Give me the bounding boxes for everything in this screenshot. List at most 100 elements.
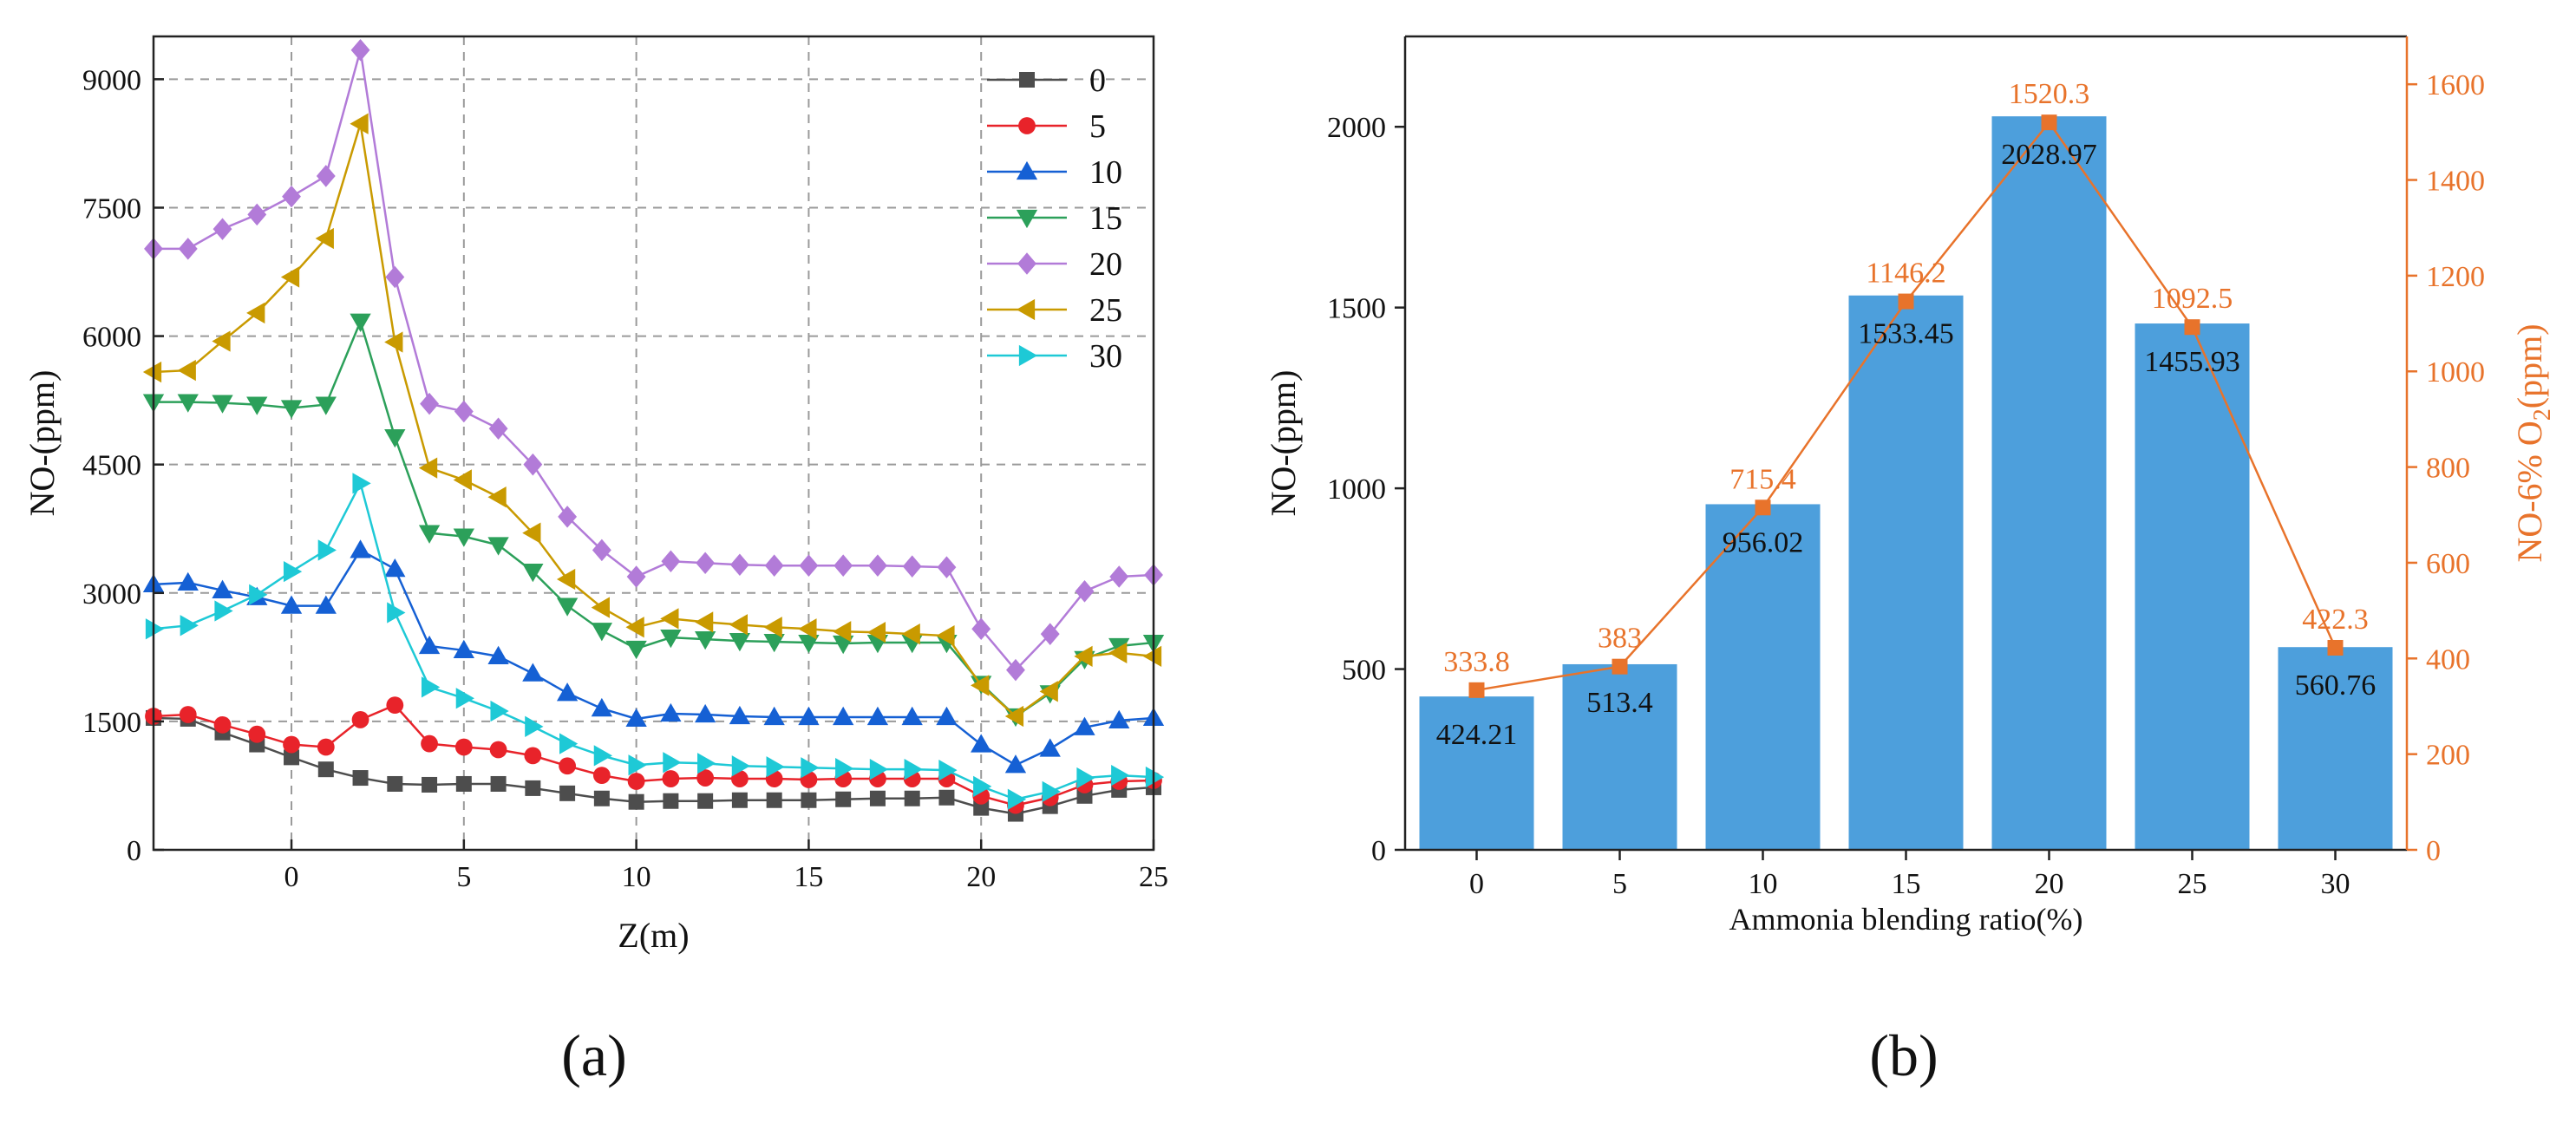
data-point-10 xyxy=(315,595,337,614)
data-point-0 xyxy=(731,792,748,808)
data-point-15 xyxy=(280,400,303,419)
data-point-20 xyxy=(488,417,508,440)
data-point-10 xyxy=(901,706,923,726)
data-point-20 xyxy=(626,565,646,588)
data-point-0 xyxy=(593,790,610,806)
series-line-25 xyxy=(153,123,1154,718)
data-point-30 xyxy=(1111,764,1130,787)
data-point-30 xyxy=(387,602,406,624)
data-point-5 xyxy=(559,757,577,775)
data-point-10 xyxy=(729,705,751,725)
data-point-30 xyxy=(1076,767,1095,789)
bar-value-label: 1533.45 xyxy=(1858,318,1954,350)
legend-label-30: 30 xyxy=(1089,338,1122,375)
data-point-20 xyxy=(316,165,336,187)
data-point-5 xyxy=(386,696,404,715)
y-tick-label: 0 xyxy=(127,835,141,867)
data-point-0 xyxy=(663,793,679,809)
data-point-20 xyxy=(212,218,232,240)
y-tick-label-right: 1400 xyxy=(2426,166,2485,198)
data-point-10 xyxy=(798,706,820,726)
y-tick-label-left: 1500 xyxy=(1327,293,1386,325)
y-tick-label-right: 1200 xyxy=(2426,261,2485,293)
data-point-10 xyxy=(556,682,579,702)
data-point-10 xyxy=(280,595,303,614)
data-point-30 xyxy=(973,775,992,798)
data-point-5 xyxy=(696,769,715,787)
line-value-label: 383 xyxy=(1598,623,1642,655)
series-line-0 xyxy=(153,716,1154,815)
data-point-30 xyxy=(938,760,958,781)
x-tick-label: 25 xyxy=(2178,868,2207,900)
line-point-5 xyxy=(1612,658,1628,675)
bar-15 xyxy=(1848,295,1964,850)
data-point-30 xyxy=(455,688,474,709)
y-tick-label: 1500 xyxy=(82,707,141,739)
data-point-25 xyxy=(280,266,300,288)
data-point-30 xyxy=(352,473,371,494)
bar-value-label: 513.4 xyxy=(1586,687,1653,719)
data-point-30 xyxy=(490,700,509,722)
y-tick-label-right: 1600 xyxy=(2426,69,2485,101)
x-tick-label: 20 xyxy=(2035,868,2064,900)
data-point-20 xyxy=(1040,623,1060,645)
y-tick-label-right: 800 xyxy=(2426,453,2470,485)
series-line-10 xyxy=(153,548,1154,767)
series-line-20 xyxy=(154,49,1154,672)
line-point-0 xyxy=(1468,682,1485,698)
data-point-10 xyxy=(1004,754,1027,774)
x-tick-label: 0 xyxy=(1469,868,1484,900)
data-point-25 xyxy=(660,608,679,630)
data-point-30 xyxy=(628,754,647,776)
data-point-30 xyxy=(697,753,716,774)
bar-10 xyxy=(1705,504,1821,850)
data-point-30 xyxy=(1145,766,1165,788)
data-point-10 xyxy=(522,663,544,682)
data-point-10 xyxy=(591,697,613,717)
data-point-5 xyxy=(524,747,542,765)
data-point-0 xyxy=(869,790,886,806)
data-point-5 xyxy=(454,738,473,756)
data-point-0 xyxy=(352,770,369,787)
data-point-30 xyxy=(214,600,233,622)
data-point-10 xyxy=(384,558,406,578)
y-axis-title-right: NO-6% O2(ppm) xyxy=(2510,323,2556,562)
y-axis-title-right-subscript: 2 xyxy=(2529,408,2556,421)
data-point-10 xyxy=(660,702,682,722)
data-point-30 xyxy=(835,758,854,780)
data-point-15 xyxy=(522,563,544,583)
x-tick-label: 5 xyxy=(456,861,471,893)
legend-marker-0 xyxy=(1019,72,1035,88)
data-point-25 xyxy=(1074,645,1093,668)
x-tick-label: 20 xyxy=(966,861,996,893)
data-point-20 xyxy=(729,553,749,576)
data-point-0 xyxy=(697,793,714,809)
data-point-15 xyxy=(315,396,337,415)
data-point-20 xyxy=(385,265,405,289)
data-point-30 xyxy=(1007,788,1027,810)
bar-0 xyxy=(1419,696,1534,850)
data-point-0 xyxy=(455,775,472,792)
data-point-25 xyxy=(1142,645,1162,668)
data-point-30 xyxy=(283,560,303,583)
data-point-25 xyxy=(177,359,196,382)
data-point-5 xyxy=(179,706,197,723)
data-point-0 xyxy=(973,800,990,816)
data-point-0 xyxy=(628,793,644,810)
line-point-10 xyxy=(1755,499,1771,516)
data-point-15 xyxy=(246,396,268,415)
data-point-10 xyxy=(177,571,199,591)
data-point-5 xyxy=(592,767,611,784)
series-line-30 xyxy=(153,480,1154,801)
y-tick-label-right: 600 xyxy=(2426,548,2470,580)
x-axis-title: Z(m) xyxy=(618,916,689,955)
bar-value-label: 2028.97 xyxy=(2001,139,2097,171)
data-point-0 xyxy=(766,792,782,808)
line-value-label: 333.8 xyxy=(1443,646,1510,678)
data-point-25 xyxy=(763,617,782,638)
panel-label-a: (a) xyxy=(561,1022,626,1088)
y-tick-label-right: 400 xyxy=(2426,643,2470,676)
legend-marker-10 xyxy=(1016,160,1038,180)
data-point-25 xyxy=(971,675,990,696)
